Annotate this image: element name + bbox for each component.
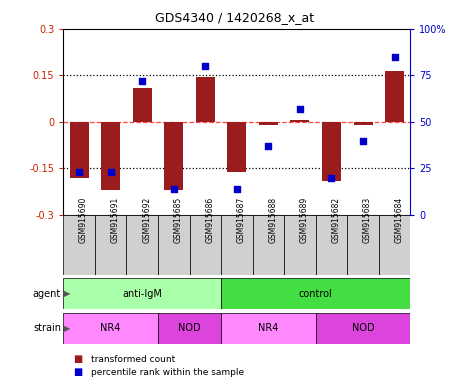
Bar	[253, 215, 284, 275]
Point	[202, 63, 209, 69]
Point	[296, 106, 304, 112]
Text: GSM915685: GSM915685	[174, 197, 183, 243]
Bar	[63, 215, 95, 275]
Bar	[385, 71, 404, 122]
Text: strain: strain	[33, 323, 61, 333]
Bar	[259, 122, 278, 125]
Bar	[284, 215, 316, 275]
Bar	[63, 278, 221, 309]
Point	[233, 186, 241, 192]
Bar	[379, 215, 410, 275]
Text: GSM915689: GSM915689	[300, 197, 309, 243]
Text: NOD: NOD	[178, 323, 201, 333]
Bar	[101, 122, 120, 190]
Bar	[158, 313, 221, 344]
Bar	[63, 313, 158, 344]
Text: ▶: ▶	[64, 289, 71, 298]
Text: ▶: ▶	[64, 324, 71, 333]
Text: control: control	[299, 289, 333, 299]
Text: ■: ■	[73, 367, 82, 377]
Bar	[227, 122, 246, 172]
Bar	[221, 215, 253, 275]
Point	[359, 137, 367, 144]
Text: GSM915683: GSM915683	[363, 197, 372, 243]
Bar	[290, 120, 310, 122]
Text: GSM915691: GSM915691	[111, 197, 120, 243]
Point	[76, 169, 83, 175]
Text: ■: ■	[73, 354, 82, 364]
Text: anti-IgM: anti-IgM	[122, 289, 162, 299]
Bar	[164, 122, 183, 190]
Bar	[196, 77, 215, 122]
Bar	[95, 215, 127, 275]
Text: NOD: NOD	[352, 323, 374, 333]
Text: GSM915682: GSM915682	[332, 197, 340, 243]
Bar	[354, 122, 372, 125]
Text: GSM915687: GSM915687	[237, 197, 246, 243]
Bar	[127, 215, 158, 275]
Text: GSM915692: GSM915692	[142, 197, 151, 243]
Bar	[347, 215, 379, 275]
Bar	[322, 122, 341, 181]
Text: GSM915684: GSM915684	[394, 197, 404, 243]
Bar	[221, 278, 410, 309]
Text: GDS4340 / 1420268_x_at: GDS4340 / 1420268_x_at	[155, 12, 314, 25]
Bar	[221, 313, 316, 344]
Point	[138, 78, 146, 84]
Text: GSM915690: GSM915690	[79, 197, 88, 243]
Bar	[316, 215, 347, 275]
Bar	[189, 215, 221, 275]
Text: NR4: NR4	[100, 323, 121, 333]
Bar	[316, 313, 410, 344]
Point	[170, 186, 177, 192]
Text: transformed count: transformed count	[91, 354, 176, 364]
Bar	[69, 122, 89, 178]
Point	[107, 169, 114, 175]
Bar	[158, 215, 189, 275]
Point	[328, 175, 335, 181]
Text: percentile rank within the sample: percentile rank within the sample	[91, 368, 244, 377]
Point	[391, 54, 398, 60]
Text: GSM915686: GSM915686	[205, 197, 214, 243]
Bar	[133, 88, 151, 122]
Point	[265, 143, 272, 149]
Text: GSM915688: GSM915688	[268, 197, 277, 243]
Text: NR4: NR4	[258, 323, 279, 333]
Text: agent: agent	[33, 289, 61, 299]
